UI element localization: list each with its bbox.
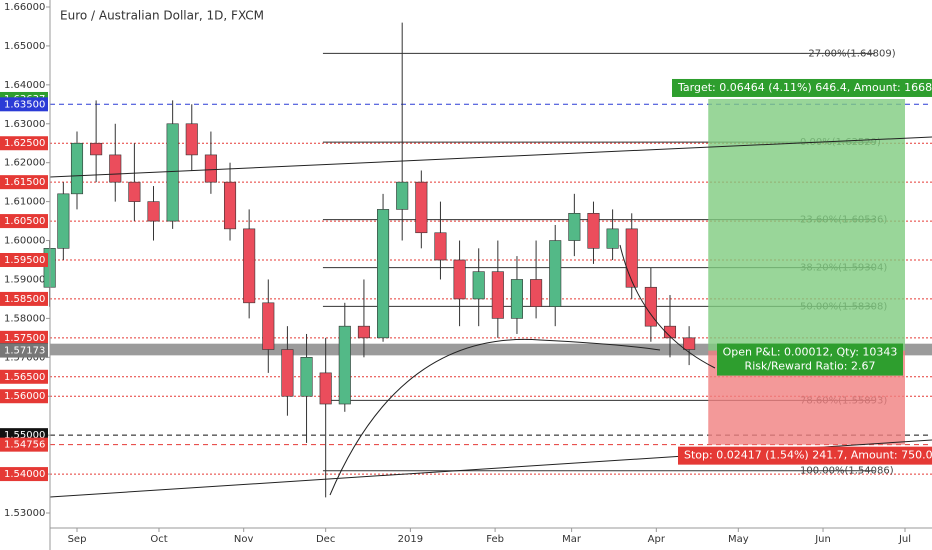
- y-tick-label: 1.57000: [4, 352, 45, 363]
- position-label-box: [678, 446, 932, 465]
- candle-body: [281, 349, 294, 397]
- trend-line: [49, 136, 932, 178]
- candle-body: [549, 240, 562, 308]
- y-tick-label: 1.61000: [4, 197, 45, 208]
- candle-body: [530, 279, 543, 308]
- y-tick-label: 1.59000: [4, 274, 45, 285]
- price-tag-label: 1.58500: [4, 294, 45, 305]
- x-tick-label: Mar: [562, 534, 582, 545]
- x-tick-label: Feb: [486, 534, 504, 545]
- candle-body: [338, 325, 351, 405]
- x-tick-label: Jul: [898, 534, 911, 545]
- ratio-label: Risk/Reward Ratio: 2.67: [745, 360, 876, 373]
- overlay: Target: 0.06464 (4.11%) 646.4, Amount: 1…: [0, 78, 932, 482]
- price-tag: [0, 214, 48, 229]
- price-tag-label: 1.59500: [4, 255, 45, 266]
- y-tick-label: 1.64000: [4, 80, 45, 91]
- candle-body: [587, 212, 600, 249]
- price-tag: [0, 437, 48, 452]
- candle-body: [128, 181, 141, 202]
- candle-body: [625, 228, 638, 288]
- candle-body: [204, 154, 217, 183]
- candle-body: [166, 123, 179, 222]
- candle-body: [377, 209, 390, 339]
- plot: 1.66000 1.65000 1.64000 1.63000 1.62000 1.610…: [4, 2, 932, 545]
- candle-body: [415, 181, 428, 234]
- x-tick-label: Apr: [648, 534, 666, 545]
- candle-body: [491, 271, 504, 319]
- position-label: Target: 0.06464 (4.11%) 646.4, Amount: 1…: [677, 81, 932, 94]
- x-tick-label: Sep: [68, 534, 87, 545]
- price-tag: [0, 330, 48, 345]
- price-tag: [0, 253, 48, 267]
- candle-body: [109, 154, 122, 183]
- candle-body: [243, 228, 256, 304]
- candle-body: [434, 232, 447, 261]
- candle-body: [70, 142, 84, 195]
- fib-label: 100.00%(1.54086): [800, 466, 894, 477]
- price-tag: [0, 136, 48, 151]
- gray-zone: [50, 343, 932, 356]
- profit-zone: [708, 98, 905, 351]
- pnl-box: [717, 343, 903, 376]
- price-tag: [0, 175, 48, 190]
- candle-body: [472, 271, 485, 300]
- y-tick-label: 1.60000: [4, 236, 45, 247]
- y-tick-label: 1.65000: [4, 41, 45, 52]
- candle-body: [568, 212, 581, 241]
- x-tick-label: Oct: [150, 534, 167, 545]
- candle-body: [90, 142, 103, 156]
- price-tag: [0, 97, 48, 112]
- candle-body: [185, 123, 198, 156]
- candle-body: [683, 337, 696, 350]
- candle-body: [319, 372, 332, 405]
- candle-body: [396, 181, 409, 210]
- price-tag-label: 1.63500: [4, 99, 45, 110]
- y-tick-label: 1.62000: [4, 158, 45, 169]
- price-tag-label: 1.61500: [4, 177, 45, 188]
- candle-body: [663, 325, 677, 339]
- arc-curve: [329, 338, 661, 496]
- price-tag-label: 1.62500: [4, 138, 45, 149]
- price-tag-label: 1.57173: [4, 346, 45, 357]
- price-tag-label: 1.60500: [4, 216, 45, 227]
- candle-body: [57, 193, 70, 249]
- pnl-label: Open P&L: 0.00012, Qty: 10343: [723, 346, 898, 359]
- price-tag: [0, 291, 48, 306]
- fib-label: −27.00%(1.64809): [800, 48, 896, 59]
- candle-body: [510, 279, 523, 319]
- candle-body: [262, 302, 275, 350]
- price-tag-label: 1.56000: [4, 391, 45, 402]
- x-tick-label: 2019: [398, 534, 423, 545]
- price-tag: [0, 343, 48, 358]
- price-tag: [0, 389, 48, 404]
- arc-curve: [619, 244, 716, 369]
- position-label-box: [672, 78, 932, 97]
- candle-body: [357, 325, 370, 339]
- y-tick-label: 1.66000: [4, 2, 45, 13]
- chart-title: Euro / Australian Dollar, 1D, FXCM: [60, 9, 264, 23]
- candle-body: [147, 201, 160, 222]
- y-tick-label: 1.63000: [4, 119, 45, 130]
- x-tick-label: Nov: [234, 534, 254, 545]
- price-tag-label: 1.54000: [4, 469, 45, 480]
- candle-body: [453, 259, 466, 300]
- position-label: Stop: 0.02417 (1.54%) 241.7, Amount: 750…: [684, 449, 932, 462]
- price-tag: [0, 467, 48, 482]
- y-tick-label: 1.53000: [4, 508, 45, 519]
- candle-body: [223, 181, 237, 230]
- candle-body: [300, 357, 313, 397]
- price-tag-label: 1.56500: [4, 372, 45, 383]
- x-tick-label: Dec: [316, 534, 335, 545]
- price-tag-label: 1.54756: [4, 440, 45, 451]
- price-tag-label: 1.57500: [4, 333, 45, 344]
- x-tick-label: Jun: [814, 534, 831, 545]
- y-tick-label: 1.58000: [4, 313, 45, 324]
- x-tick-label: May: [728, 534, 749, 545]
- price-tag: [0, 369, 48, 384]
- candle-body: [606, 228, 619, 249]
- price-tag-label: 1.55000: [4, 430, 45, 441]
